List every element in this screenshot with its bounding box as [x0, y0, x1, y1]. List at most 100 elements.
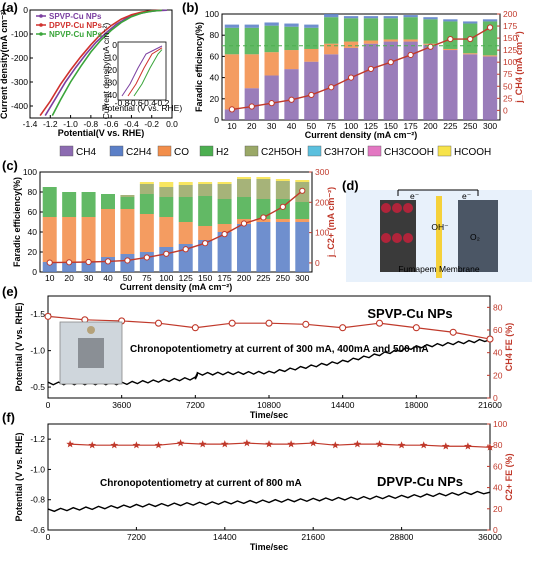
panel-label-d: (d) [342, 178, 359, 193]
chart-a-inset-series-line [133, 49, 163, 97]
product-legend: CH4 C2H4 CO H2 C2H5OH C3H7OH CH3COOH HCOOH [59, 145, 491, 158]
chart-b-bar-H2 [343, 18, 359, 42]
chart-c-bar-C2H4 [198, 240, 213, 272]
chart-b-bar-H2 [423, 19, 438, 44]
chart-f-rtick-label: 80 [493, 440, 503, 450]
chart-c-bar-H2 [62, 192, 77, 217]
chart-a: -1.4 -1.2 -1.0 -0.8 -0.6 -0.4 -0.2 0.00-100-200… [0, 5, 182, 138]
chart-c-bar-H2 [139, 194, 154, 214]
chart-c-frame [39, 171, 313, 273]
chart-b-bar-C2H4 [304, 24, 319, 28]
chart-b-bar-CH4 [363, 43, 379, 120]
chart-c-bar-C2H5OH [159, 187, 174, 197]
chart-b-rtick-label: 75 [503, 69, 513, 79]
chart-a-ytick-label: -200 [11, 53, 28, 63]
chart-c-bar-HCOOH [237, 177, 251, 179]
chart-f-fe-point [375, 440, 384, 448]
chart-f-fe-point [464, 442, 472, 450]
chart-e-rtick-label: 20 [493, 370, 503, 380]
chart-a-xtick-label: -1.2 [43, 119, 58, 129]
legend-swatch-H2 [199, 145, 214, 157]
chart-c-ylabel: Faradic efficiency(%) [12, 177, 22, 267]
chart-f-fe-line [70, 442, 491, 448]
chart-b-right-point [447, 35, 454, 43]
chart-c-bar-CO [42, 217, 57, 262]
chart-f-potential-line [47, 490, 491, 513]
chart-f-annotation: Chronopotentiometry at current of 800 mA [100, 478, 302, 489]
legend-label-CO: CO [174, 147, 189, 158]
chart-c-bar-CO [178, 222, 193, 244]
diagram-d-oxygen-label: O₂ [470, 232, 480, 242]
chart-f-xlabel: Time/sec [250, 542, 288, 552]
panel-label-f: (f) [2, 410, 15, 425]
chart-b-bar-C2H4 [463, 21, 478, 24]
chart-c-right-point [124, 257, 131, 264]
chart-a-inset-ytick-label: 0 [112, 40, 117, 50]
chart-b-bar-CH4 [284, 69, 299, 120]
chart-c-ytick-label: 40 [28, 227, 38, 237]
chart-e: 0 3600 7200 10800 14400 18000 21600 -0.5 -1.0 -1.… [14, 295, 514, 420]
chart-e-ylabel: Potential (V vs. RHE) [14, 302, 24, 391]
chart-a-legend-marker [39, 23, 43, 27]
chart-b-rtick-label: 150 [503, 33, 517, 43]
chart-c-xtick-label: 100 [159, 273, 173, 283]
chart-b-bar-C2H4 [324, 14, 339, 18]
chart-a-inset-series-line [127, 47, 163, 97]
chart-b-right-point [248, 103, 255, 110]
chart-b-rtick-label: 125 [503, 45, 517, 55]
chart-c-xtick-label: 150 [198, 273, 212, 283]
chart-b-bar-H2 [363, 18, 379, 41]
panel-label-b: (b) [182, 0, 199, 15]
chart-c-right-point [66, 259, 73, 266]
chart-c-right-point [299, 187, 306, 194]
chart-a-xlabel: Potential(V vs. RHE) [58, 128, 145, 138]
chart-f-fe-point [331, 441, 340, 449]
chart-b-ytick-label: 20 [210, 94, 220, 104]
chart-b-bar-CH4 [264, 75, 279, 120]
chart-f-fe-point [287, 440, 295, 448]
chart-c-xtick-label: 200 [237, 273, 251, 283]
chart-c-xtick-label: 125 [179, 273, 193, 283]
chart-e-xlabel: Time/sec [250, 410, 288, 420]
chart-b-xtick-label: 100 [344, 121, 358, 131]
chart-b-right-point [486, 24, 494, 31]
chart-c-rtick-label: 300 [315, 167, 329, 177]
chart-f-fe-point [220, 440, 229, 448]
chart-c-xtick-label: 175 [217, 273, 231, 283]
chart-c-bar-CO [101, 209, 115, 257]
chart-c-right-point [143, 254, 150, 261]
chart-c-xtick-label: 10 [45, 273, 55, 283]
chart-e-ytick-label: -1.0 [30, 346, 45, 356]
panel-label-c: (c) [2, 158, 18, 173]
chart-c-ytick-label: 20 [28, 247, 38, 257]
chart-a-inset-ytick-label: -30 [105, 78, 118, 88]
chart-e-rtick-label: 40 [493, 348, 503, 358]
chart-b-bar-C2H4 [363, 16, 379, 19]
chart-a-series-line [39, 9, 162, 117]
chart-b-bar-H2 [324, 17, 339, 44]
chart-e-fe-point [191, 324, 199, 332]
legend-label-C3H7OH: C3H7OH [324, 147, 365, 158]
panel-label-a: (a) [2, 0, 18, 15]
chart-e-xtick-label: 10800 [257, 400, 281, 410]
chart-b-xtick-label: 75 [326, 121, 336, 131]
chart-b-bar-C2H4 [383, 16, 398, 19]
chart-c-xtick-label: 250 [276, 273, 290, 283]
chart-b-bar-C2H4 [443, 19, 458, 22]
chart-b-rtick-label: 200 [503, 9, 517, 19]
chart-a-xtick-label: -0.8 [84, 119, 99, 129]
chart-f-fe-point [397, 441, 406, 449]
chart-c-bar-H2 [256, 199, 271, 219]
chart-c-bar-H2 [295, 202, 310, 219]
chart-f-fe-point [243, 439, 251, 447]
chart-b-bar-C2H4 [423, 17, 438, 20]
chart-a-xtick-label: -0.2 [144, 119, 159, 129]
chart-c-right-point [202, 240, 209, 247]
chart-b-bar-CO [383, 39, 398, 42]
chart-c-bar-HCOOH [295, 180, 310, 182]
chart-b-bar-CH4 [463, 54, 478, 120]
chart-f-fe-point [154, 441, 163, 449]
chart-c-bar-CO [198, 226, 213, 240]
chart-c-bar-CO [295, 219, 310, 222]
